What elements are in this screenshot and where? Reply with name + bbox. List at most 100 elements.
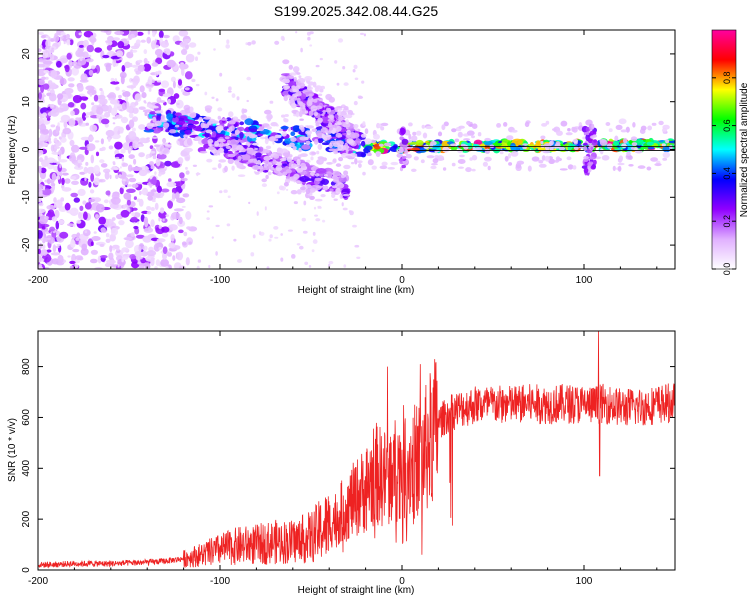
spectral-blob	[450, 146, 458, 151]
spectral-blob	[196, 265, 200, 269]
spectral-blob	[121, 102, 128, 111]
spectral-blob	[183, 193, 190, 198]
spectral-blob	[630, 136, 638, 142]
spectral-blob	[131, 64, 139, 68]
spectral-blob	[354, 158, 358, 165]
spectral-blob	[665, 139, 670, 144]
colorbar: 0.00.20.40.60.8 Normalized spectral ampl…	[711, 29, 750, 275]
spectral-blob	[293, 201, 298, 205]
spectral-blob	[38, 266, 43, 269]
spectral-blob	[540, 135, 546, 140]
spectral-blob	[68, 83, 75, 88]
spectral-blob	[297, 77, 306, 84]
spectral-blob	[78, 211, 82, 219]
spectral-blob	[104, 171, 110, 180]
spectral-blob	[62, 172, 69, 176]
spectral-blob	[83, 211, 88, 220]
spectral-blob	[71, 66, 80, 76]
spectral-blob	[67, 77, 75, 82]
spectral-blob	[425, 125, 434, 130]
spectral-blob	[146, 104, 153, 108]
spectral-blob	[130, 216, 138, 222]
spectral-blob	[522, 146, 527, 150]
spectral-blob	[507, 153, 512, 159]
spectral-blob	[293, 173, 300, 180]
spectral-blob	[307, 36, 311, 41]
spectral-blob	[143, 49, 148, 55]
spectral-blob	[68, 117, 76, 127]
spectral-blob	[51, 258, 60, 265]
spectral-blob	[128, 119, 135, 129]
spectral-blob	[504, 155, 509, 162]
spectral-blob	[47, 80, 53, 85]
spectral-blob	[583, 158, 589, 162]
spectral-blob	[237, 174, 246, 177]
spectral-blob	[183, 38, 191, 43]
spectral-blob	[189, 113, 196, 118]
spectral-blob	[390, 161, 399, 166]
spectral-blob	[218, 159, 227, 163]
spectral-blob	[541, 155, 546, 161]
spectral-blob	[226, 39, 230, 44]
spectral-blob	[206, 217, 210, 221]
spectral-blob	[122, 204, 127, 209]
spectral-blob	[273, 226, 279, 230]
spectral-blob	[283, 182, 289, 187]
spectral-blob	[242, 145, 248, 148]
spectral-blob	[236, 96, 240, 101]
spectral-blob	[94, 47, 103, 53]
spectral-blob	[299, 175, 310, 183]
spectral-blob	[176, 197, 186, 204]
spectral-blob	[178, 229, 184, 234]
spectral-blob	[252, 165, 261, 170]
spectral-blob	[121, 156, 125, 162]
snr-frame	[37, 330, 676, 571]
spectral-blob	[351, 161, 355, 165]
spectral-blob	[615, 124, 623, 130]
spectral-blob	[116, 247, 120, 251]
spectral-blob	[47, 112, 53, 116]
spectral-blob	[85, 112, 91, 116]
spectral-blob	[343, 82, 349, 86]
spectral-blob	[632, 122, 636, 128]
spectral-blob	[241, 115, 247, 119]
spectral-blob	[81, 112, 87, 121]
spectral-blob	[327, 122, 333, 128]
spectral-blob	[85, 161, 89, 166]
spectral-blob	[163, 34, 170, 39]
spectral-blob	[74, 165, 84, 170]
spectral-blob	[268, 136, 276, 142]
spectral-blob	[364, 128, 369, 135]
spectral-blob	[487, 165, 491, 171]
spectral-blob	[621, 143, 627, 148]
x-tick-label: -200	[28, 576, 48, 587]
spectral-blob	[84, 230, 88, 234]
colorbar-tick-label: 0.8	[722, 72, 732, 85]
spectral-blob	[66, 209, 77, 214]
spectral-blob	[59, 163, 62, 169]
spectral-blob	[147, 61, 150, 63]
spectral-blob	[40, 213, 43, 216]
spectral-blob	[276, 161, 282, 166]
spectral-blob	[67, 223, 75, 227]
spectral-blob	[337, 134, 343, 138]
spectral-blob	[204, 91, 208, 96]
spectral-blob	[252, 142, 259, 146]
spectral-blob	[315, 185, 324, 189]
spectral-blob	[53, 137, 58, 143]
spectral-blob	[43, 69, 50, 74]
spectral-blob	[112, 247, 116, 251]
spectral-blob	[195, 56, 198, 61]
spectral-blob	[99, 88, 103, 91]
spectral-blob	[78, 32, 83, 36]
spectral-blob	[186, 226, 192, 230]
spectral-blob	[109, 245, 113, 253]
spectral-blob	[38, 183, 44, 190]
spectral-blob	[60, 137, 67, 143]
spectral-blob	[345, 155, 353, 159]
spectral-blob	[120, 116, 129, 124]
spectral-blob	[106, 94, 115, 98]
spectral-blob	[88, 69, 94, 76]
spectral-blob	[421, 124, 425, 129]
spectral-blob	[51, 172, 57, 182]
